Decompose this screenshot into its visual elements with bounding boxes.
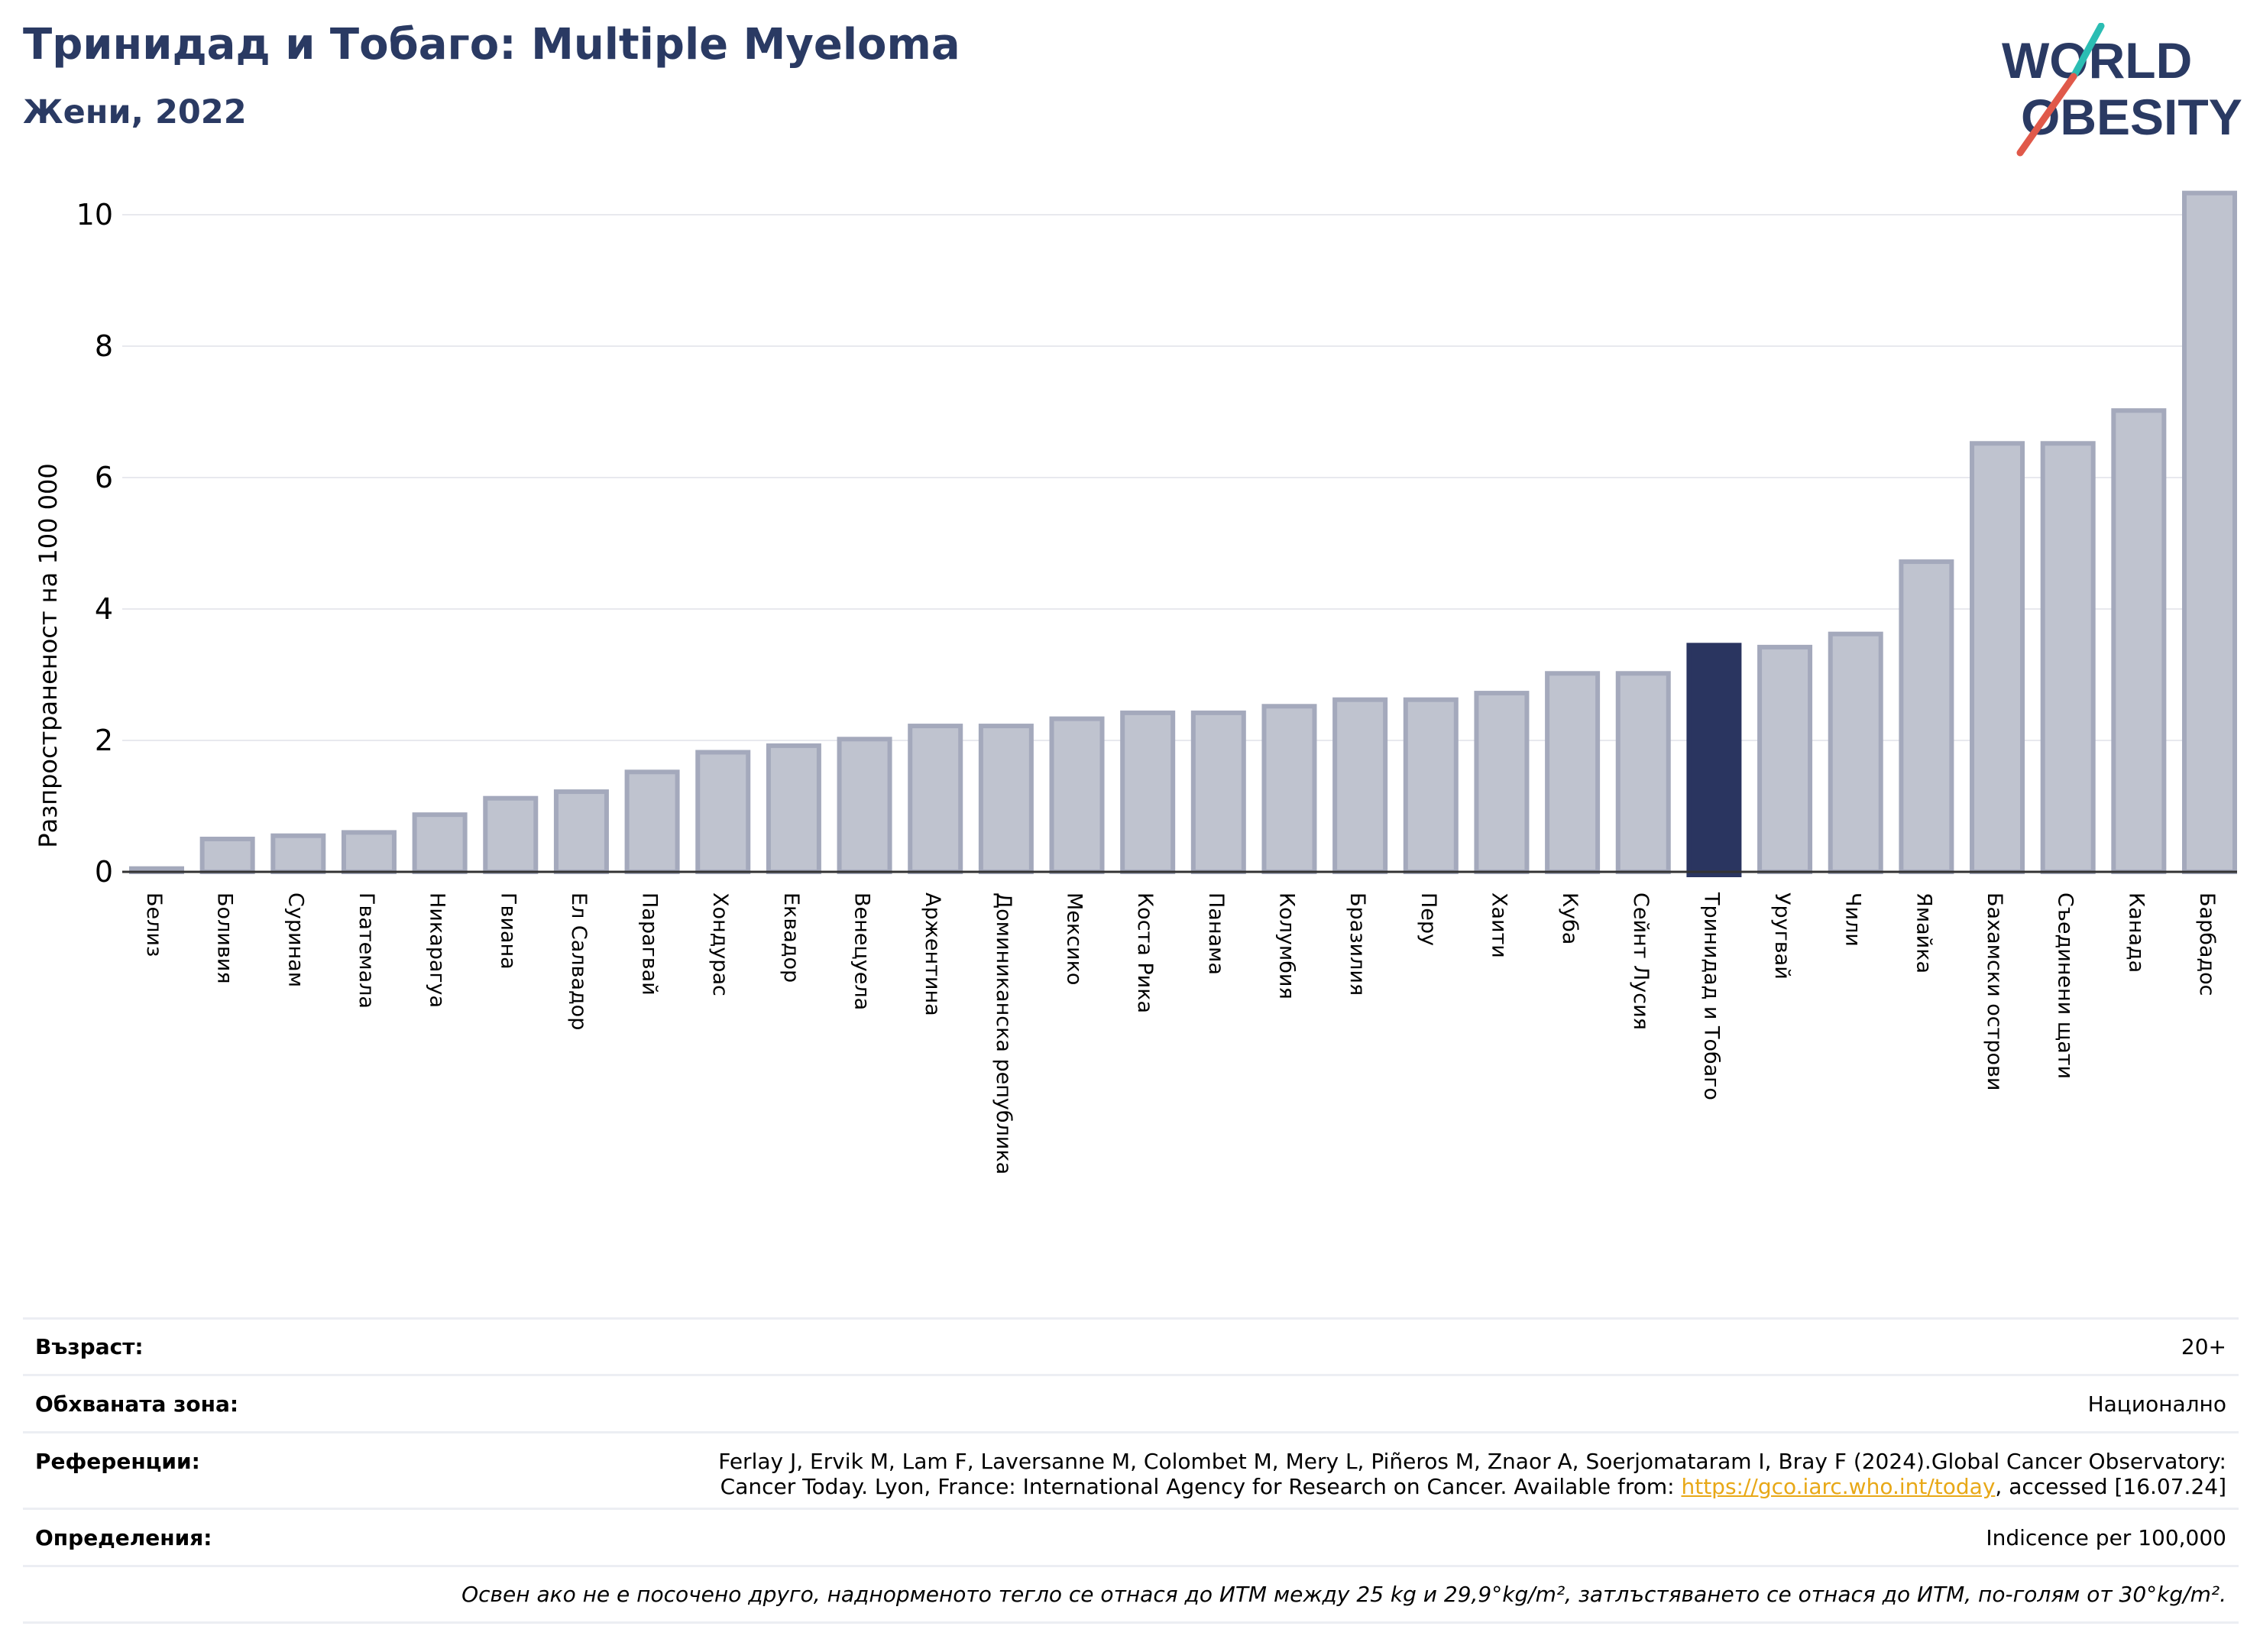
bar (1970, 441, 2025, 874)
x-tick-label: Барбадос (2195, 892, 2219, 996)
y-tick-label: 0 (95, 855, 113, 889)
x-tick-label: Гвиана (496, 892, 520, 970)
x-tick-label: Сейнт Лусия (1629, 892, 1653, 1030)
y-axis-label: Разпространеност на 100 000 (34, 463, 63, 847)
bar (1757, 644, 1813, 874)
references-line2-post: , accessed [16.07.24] (1995, 1474, 2226, 1499)
bar (270, 833, 326, 874)
x-tick-label: Съединени щати (2054, 892, 2077, 1079)
footnote: Освен ако не е посочено друго, наднормен… (461, 1582, 2226, 1607)
bar (1615, 671, 1671, 875)
bar (837, 737, 892, 875)
logo-slash-red (2016, 73, 2077, 157)
y-tick-label: 10 (76, 198, 113, 232)
bar (1332, 697, 1388, 874)
x-tick-label: Гватемала (355, 892, 378, 1009)
coverage-value: Национално (2087, 1391, 2226, 1417)
bar (908, 724, 963, 875)
x-tick-labels: Белиз Боливия Суринам Гватемала Никарагуа Гви… (142, 892, 2219, 1174)
x-tick-label: Боливия (213, 892, 237, 984)
x-tick-label: Венецуела (850, 892, 874, 1010)
bar (1120, 710, 1176, 874)
bar (978, 724, 1034, 875)
x-tick-label: Колумбия (1274, 892, 1298, 999)
info-row-age: Възраст: 20+ (23, 1317, 2239, 1374)
x-tick-label: Ямайка (1912, 892, 1935, 973)
x-tick-label: Ел Салвадор (567, 892, 591, 1030)
chart-subtitle: Жени, 2022 (23, 93, 247, 131)
x-tick-label: Суринам (283, 892, 307, 987)
x-tick-label: Бахамски острови (1983, 892, 2006, 1090)
y-tick-labels: 0 2 4 6 8 10 (76, 198, 113, 889)
references-link[interactable]: https://gco.iarc.who.int/today (1681, 1474, 1996, 1499)
bars (129, 190, 2237, 877)
x-tick-label: Доминиканска република (992, 892, 1015, 1174)
definitions-label: Определения: (35, 1524, 212, 1550)
references-line2-pre: Cancer Today. Lyon, France: Internationa… (720, 1474, 1682, 1499)
x-tick-label: Тринидад и Тобаго (1699, 892, 1723, 1100)
x-tick-label: Никарагуа (426, 892, 449, 1008)
bar (2182, 190, 2237, 874)
logo-slash-teal (2070, 23, 2105, 80)
bar (1899, 559, 1954, 875)
references-value: Ferlay J, Ervik M, Lam F, Laversanne M, … (718, 1449, 2226, 1499)
grid-lines (122, 214, 2237, 741)
bar (483, 795, 539, 875)
info-row-definitions: Определения: Indicence per 100,000 (23, 1508, 2239, 1565)
bar (1474, 691, 1530, 875)
chart-title: Тринидад и Тобаго: Multiple Myeloma (23, 20, 960, 70)
age-value: 20+ (2181, 1334, 2226, 1359)
x-tick-label: Коста Рика (1133, 892, 1157, 1013)
info-row-references: Референции: Ferlay J, Ervik M, Lam F, La… (23, 1431, 2239, 1508)
y-tick-label: 6 (95, 461, 113, 494)
x-tick-label: Еквадор (779, 892, 803, 983)
bar (695, 750, 751, 874)
bar (2111, 408, 2167, 874)
x-tick-label: Уругвай (1770, 892, 1794, 980)
y-tick-label: 8 (95, 329, 113, 363)
references-label: Референции: (35, 1449, 200, 1474)
world-obesity-logo: WORLD OBESITY (2002, 23, 2242, 157)
info-row-footnote: Освен ако не е посочено друго, наднормен… (23, 1565, 2239, 1624)
x-tick-label: Панама (1204, 892, 1228, 975)
bar (412, 812, 468, 875)
y-tick-label: 4 (95, 592, 113, 626)
info-row-coverage: Обхваната зона: Национално (23, 1374, 2239, 1431)
x-tick-label: Парагвай (638, 892, 662, 996)
info-table: Възраст: 20+ Обхваната зона: Национално … (23, 1317, 2239, 1624)
bar-chart: 0 2 4 6 8 10 Белиз Боливия Суринам Гватемала Ника… (34, 190, 2237, 1174)
x-tick-label: Бразилия (1345, 892, 1369, 996)
bar (1049, 716, 1105, 874)
x-tick-label: Аржентина (921, 892, 944, 1016)
age-label: Възраст: (35, 1334, 144, 1359)
bar (624, 769, 680, 875)
bar (1190, 710, 1246, 874)
x-tick-label: Перу (1417, 892, 1440, 946)
x-tick-label: Хондурас (708, 892, 732, 996)
x-tick-label: Чили (1841, 892, 1865, 947)
x-tick-label: Белиз (142, 892, 166, 957)
x-tick-label: Канада (2124, 892, 2148, 973)
bar (766, 743, 821, 874)
y-tick-label: 2 (95, 724, 113, 757)
bar (1828, 631, 1883, 874)
bar (1545, 671, 1601, 875)
bar (341, 830, 397, 875)
logo-line1: WORLD (2002, 32, 2192, 89)
x-tick-label: Хаити (1487, 892, 1510, 958)
x-tick-label: Куба (1558, 892, 1582, 944)
definitions-value: Indicence per 100,000 (1986, 1524, 2226, 1550)
bar (2040, 441, 2096, 874)
coverage-label: Обхваната зона: (35, 1391, 239, 1417)
bar-highlight (1686, 643, 1742, 877)
references-line1: Ferlay J, Ervik M, Lam F, Laversanne M, … (718, 1449, 2226, 1474)
bar (553, 789, 609, 874)
x-tick-label: Мексико (1063, 892, 1086, 985)
bar (199, 837, 255, 874)
bar (1403, 697, 1459, 874)
bar (1261, 704, 1317, 875)
